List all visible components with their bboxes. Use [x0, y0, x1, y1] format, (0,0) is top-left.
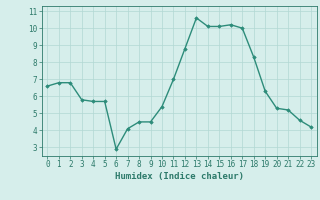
X-axis label: Humidex (Indice chaleur): Humidex (Indice chaleur) — [115, 172, 244, 181]
